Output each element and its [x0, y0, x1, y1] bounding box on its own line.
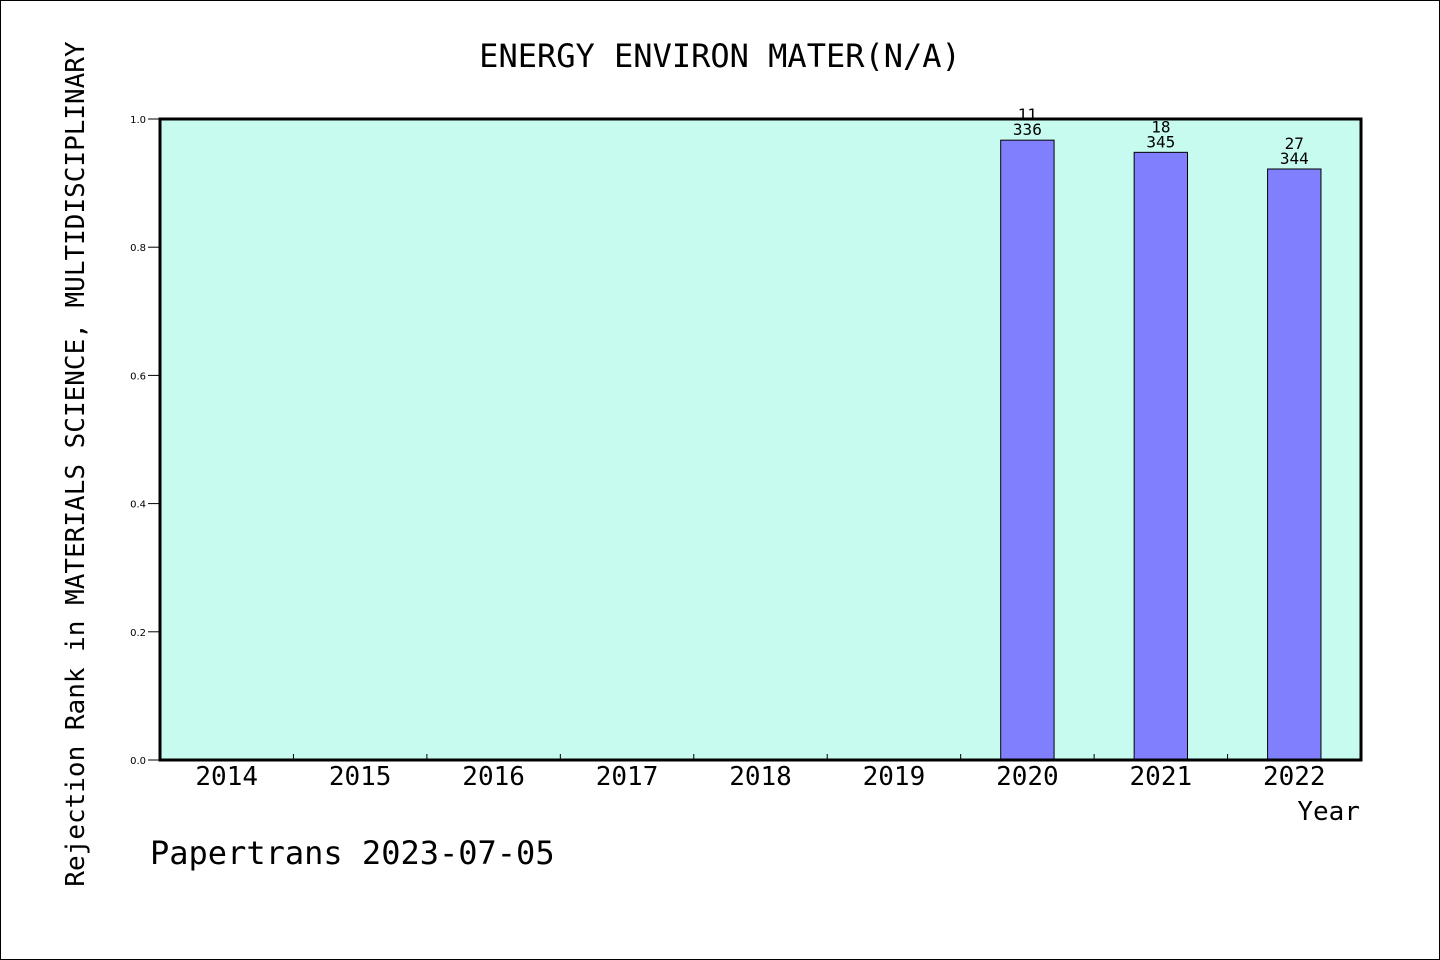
y-tick-label: 0.0: [130, 756, 146, 767]
bar-label-bottom: 345: [1146, 132, 1175, 151]
x-tick-label: 2018: [729, 762, 792, 792]
bar: [1000, 139, 1055, 761]
x-tick-label: 2014: [195, 762, 258, 792]
bar: [1133, 151, 1189, 761]
y-tick-label: 0.8: [130, 243, 146, 254]
y-tick-label: 0.2: [130, 628, 146, 639]
bar-label-bottom: 344: [1280, 149, 1309, 168]
ticks-group: 2014 2015 2016 2017 2018 2019 2020 2021 2022 0.0 0…: [130, 115, 1325, 792]
x-tick-label: 2016: [462, 762, 525, 792]
footer-note: Papertrans 2023-07-05: [150, 834, 555, 872]
x-tick-label: 2015: [329, 762, 392, 792]
y-tick-label: 1.0: [130, 115, 146, 126]
plot-border: [158, 117, 1363, 762]
x-tick-label: 2017: [596, 762, 659, 792]
x-tick-label: 2021: [1130, 762, 1193, 792]
bar-label-bottom: 336: [1013, 120, 1042, 139]
bar: [1267, 168, 1322, 761]
y-tick-label: 0.4: [130, 500, 146, 511]
chart-title: ENERGY ENVIRON MATER(N/A): [479, 37, 961, 75]
bar-label-top: 27: [1285, 134, 1304, 153]
x-tick-label: 2019: [863, 762, 926, 792]
bar-label-top: 18: [1151, 117, 1170, 136]
x-tick-label: 2022: [1263, 762, 1326, 792]
y-tick-label: 0.6: [130, 371, 146, 382]
x-tick-label: 2020: [996, 762, 1059, 792]
y-axis-label: Rejection Rank in MATERIALS SCIENCE, MUL…: [61, 41, 91, 887]
x-axis-label: Year: [1297, 797, 1360, 827]
